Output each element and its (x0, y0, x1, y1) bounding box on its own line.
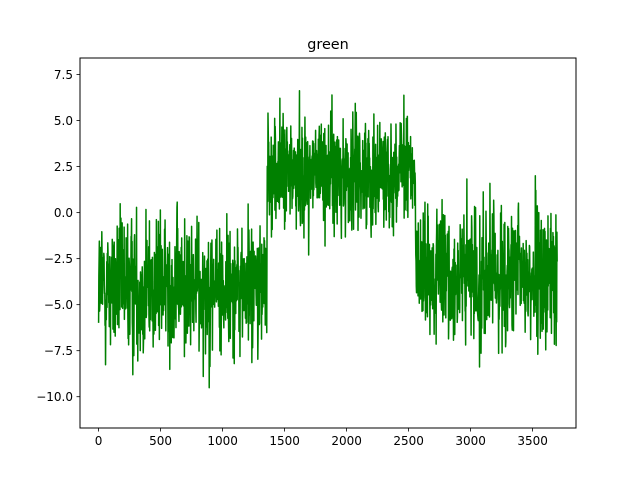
x-tick-label: 3000 (455, 434, 486, 448)
x-tick-label: 1500 (269, 434, 300, 448)
y-tick-label: 2.5 (54, 160, 73, 174)
series-line-0 (97, 90, 558, 389)
x-tick-label: 500 (149, 434, 172, 448)
y-tick-label: −7.5 (44, 344, 73, 358)
y-tick-label: −10.0 (36, 390, 73, 404)
x-tick-label: 2000 (331, 434, 362, 448)
x-tick-label: 3500 (517, 434, 548, 448)
axes-layer (79, 57, 577, 429)
x-axis: 0 500 1000 1500 2000 2500 3000 3500 (95, 428, 548, 448)
y-tick-label: 5.0 (54, 114, 73, 128)
y-tick-label: 7.5 (54, 68, 73, 82)
y-tick-label: 0.0 (54, 206, 73, 220)
y-tick-label: −2.5 (44, 252, 73, 266)
x-tick-label: 0 (95, 434, 103, 448)
x-tick-label: 2500 (393, 434, 424, 448)
x-tick-label: 1000 (207, 434, 238, 448)
axes-frame (79, 57, 577, 429)
y-axis: −10.0 −7.5 −5.0 −2.5 0.0 2.5 5.0 7.5 (36, 68, 80, 404)
y-tick-label: −5.0 (44, 298, 73, 312)
series-layer (97, 90, 558, 389)
chart-title: green (307, 37, 349, 53)
